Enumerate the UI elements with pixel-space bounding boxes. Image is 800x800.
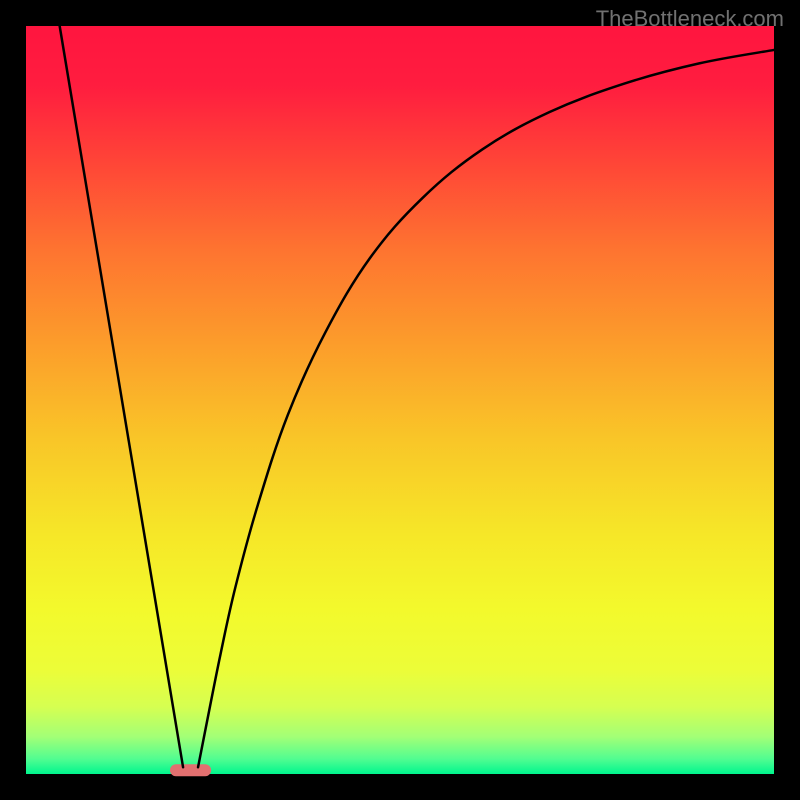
chart-svg	[0, 0, 800, 800]
bottleneck-chart: TheBottleneck.com	[0, 0, 800, 800]
watermark-text: TheBottleneck.com	[596, 6, 784, 32]
min-marker	[170, 764, 211, 776]
